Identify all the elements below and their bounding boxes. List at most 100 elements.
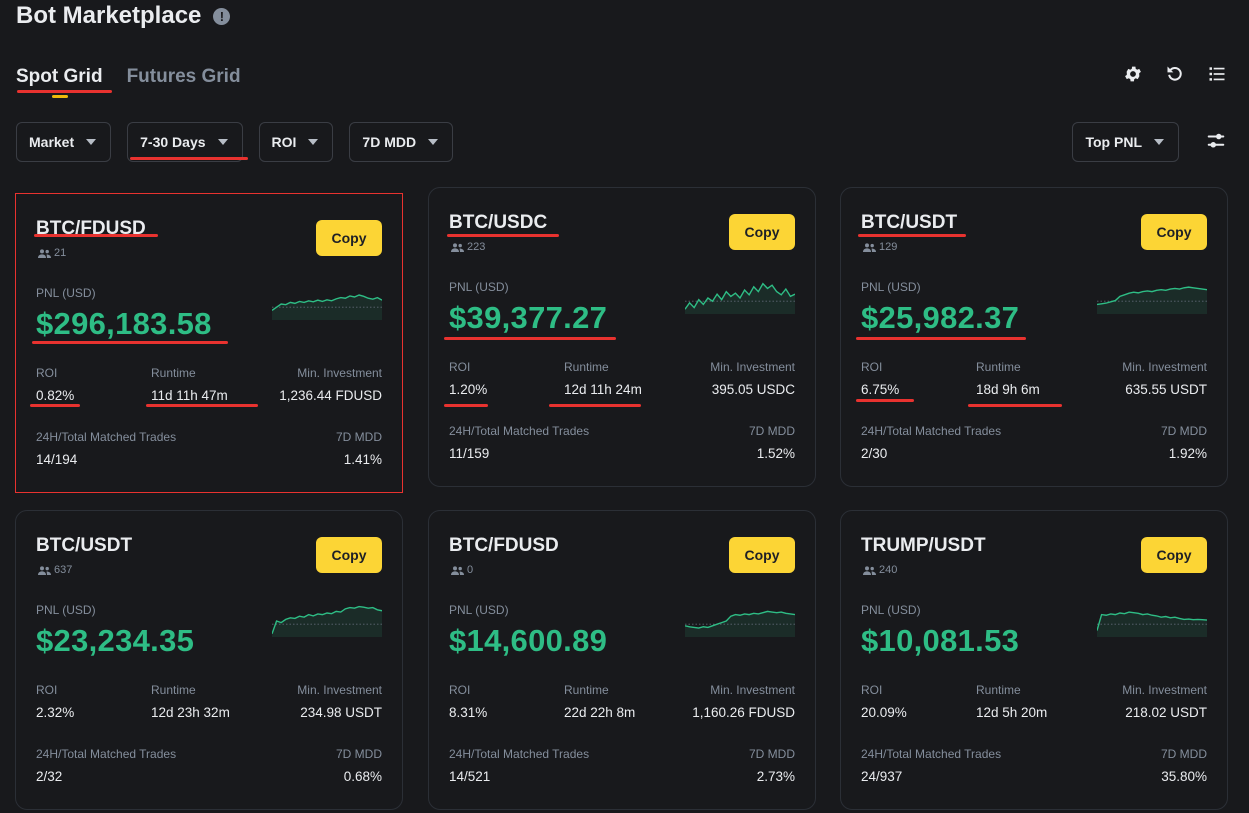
sort-dropdown[interactable]: Top PNL [1072, 122, 1179, 162]
pnl-label: PNL (USD) [861, 280, 921, 294]
runtime-label: Runtime [564, 360, 609, 374]
roi-label: ROI [36, 366, 58, 380]
sparkline-line [685, 610, 795, 629]
trading-pair: BTC/USDT [36, 535, 133, 556]
list-icon[interactable] [1207, 64, 1227, 84]
runtime-value: 12d 5h 20m [976, 705, 1048, 720]
roi-label: ROI [449, 683, 471, 697]
roi-value: 8.31% [449, 705, 488, 720]
sort-label: Top PNL [1085, 134, 1142, 150]
runtime-filter[interactable]: 7-30 Days [127, 122, 243, 162]
pnl-label: PNL (USD) [449, 603, 509, 617]
min-investment-label: Min. Investment [297, 683, 382, 697]
mdd-value: 0.68% [343, 769, 382, 784]
copy-users: 21 [38, 247, 66, 259]
caret-down-icon [217, 139, 228, 145]
trades-value: 11/159 [449, 446, 490, 461]
bot-card[interactable]: BTC/FDUSD 21 Copy PNL (USD) $296,183.58 … [15, 193, 403, 493]
bot-card[interactable]: BTC/USDC 223 Copy PNL (USD) $39,377.27 R… [428, 187, 816, 487]
trades-label: 24H/Total Matched Trades [861, 424, 1002, 438]
users-icon [451, 242, 464, 252]
roi-label: ROI [449, 360, 471, 374]
mdd-value: 1.92% [1168, 446, 1207, 461]
roi-label: ROI [861, 360, 883, 374]
copy-users-count: 21 [54, 247, 67, 259]
annotation-underline [17, 90, 112, 93]
trading-pair: BTC/FDUSD [36, 218, 146, 239]
copy-users: 637 [38, 564, 72, 576]
caret-down-icon [86, 139, 97, 145]
mdd-label: 7D MDD [748, 747, 795, 761]
pnl-value: $39,377.27 [449, 300, 608, 335]
runtime-label: Runtime [976, 360, 1021, 374]
roi-value: 6.75% [861, 382, 900, 397]
filter-label: 7-30 Days [140, 134, 206, 150]
pnl-label: PNL (USD) [36, 286, 96, 300]
roi-filter[interactable]: ROI [258, 122, 334, 162]
trades-label: 24H/Total Matched Trades [36, 430, 177, 444]
refresh-icon[interactable] [1165, 64, 1185, 84]
trades-value: 24/937 [861, 769, 903, 784]
sparkline-area [1097, 287, 1207, 314]
copy-users: 223 [451, 241, 485, 253]
pnl-value: $25,982.37 [861, 300, 1020, 335]
copy-button[interactable]: Copy [316, 537, 382, 573]
filter-label: 7D MDD [362, 134, 417, 150]
runtime-value: 12d 11h 24m [564, 382, 642, 397]
roi-value: 20.09% [861, 705, 907, 720]
pnl-sparkline [272, 294, 382, 320]
mdd-label: 7D MDD [335, 747, 382, 761]
trades-label: 24H/Total Matched Trades [36, 747, 177, 761]
sparkline-area [272, 295, 382, 320]
toolbar-icons [1123, 64, 1227, 84]
users-icon [38, 248, 51, 258]
page-title-text: Bot Marketplace [16, 2, 202, 29]
trades-label: 24H/Total Matched Trades [449, 424, 590, 438]
runtime-label: Runtime [976, 683, 1021, 697]
mdd-value: 1.52% [756, 446, 795, 461]
filter-settings-icon[interactable] [1205, 130, 1227, 157]
min-investment-value: 635.55 USDT [1125, 382, 1207, 397]
roi-value: 1.20% [449, 382, 488, 397]
caret-down-icon [428, 139, 439, 145]
tab-spot-grid[interactable]: Spot Grid [16, 66, 103, 98]
copy-button[interactable]: Copy [729, 214, 795, 250]
mdd-label: 7D MDD [1160, 747, 1207, 761]
sparkline-line [685, 282, 795, 310]
pnl-label: PNL (USD) [36, 603, 96, 617]
copy-button[interactable]: Copy [729, 537, 795, 573]
mdd-value: 1.41% [343, 452, 382, 467]
bot-card[interactable]: BTC/USDT 637 Copy PNL (USD) $23,234.35 R… [15, 510, 403, 810]
market-filter[interactable]: Market [16, 122, 112, 162]
pnl-sparkline [685, 282, 795, 314]
copy-button[interactable]: Copy [1141, 537, 1207, 573]
filter-bar: Market 7-30 Days ROI 7D MDD [16, 122, 454, 162]
runtime-label: Runtime [564, 683, 609, 697]
copy-users-count: 0 [467, 564, 474, 576]
runtime-label: Runtime [151, 683, 196, 697]
trading-pair: BTC/USDC [449, 212, 548, 233]
mdd-filter[interactable]: 7D MDD [349, 122, 454, 162]
min-investment-label: Min. Investment [1122, 360, 1207, 374]
mdd-value: 2.73% [756, 769, 795, 784]
min-investment-label: Min. Investment [710, 360, 795, 374]
info-icon[interactable]: ! [213, 7, 231, 25]
pnl-sparkline [685, 610, 795, 637]
copy-button[interactable]: Copy [1141, 214, 1207, 250]
min-investment-value: 395.05 USDC [711, 382, 795, 397]
gear-icon[interactable] [1123, 64, 1143, 84]
trades-label: 24H/Total Matched Trades [449, 747, 590, 761]
copy-button[interactable]: Copy [316, 220, 382, 256]
mdd-value: 35.80% [1161, 769, 1207, 784]
bot-card[interactable]: BTC/USDT 129 Copy PNL (USD) $25,982.37 R… [840, 187, 1228, 487]
tab-futures-grid[interactable]: Futures Grid [126, 66, 241, 87]
caret-down-icon [1154, 139, 1164, 145]
sparkline-area [1097, 612, 1207, 637]
bot-card[interactable]: TRUMP/USDT 240 Copy PNL (USD) $10,081.53… [840, 510, 1228, 810]
trading-pair: TRUMP/USDT [861, 535, 986, 556]
trades-label: 24H/Total Matched Trades [861, 747, 1002, 761]
copy-users-count: 240 [879, 564, 898, 576]
pnl-label: PNL (USD) [861, 603, 921, 617]
bot-card[interactable]: BTC/FDUSD 0 Copy PNL (USD) $14,600.89 RO… [428, 510, 816, 810]
filter-label: ROI [271, 134, 297, 150]
